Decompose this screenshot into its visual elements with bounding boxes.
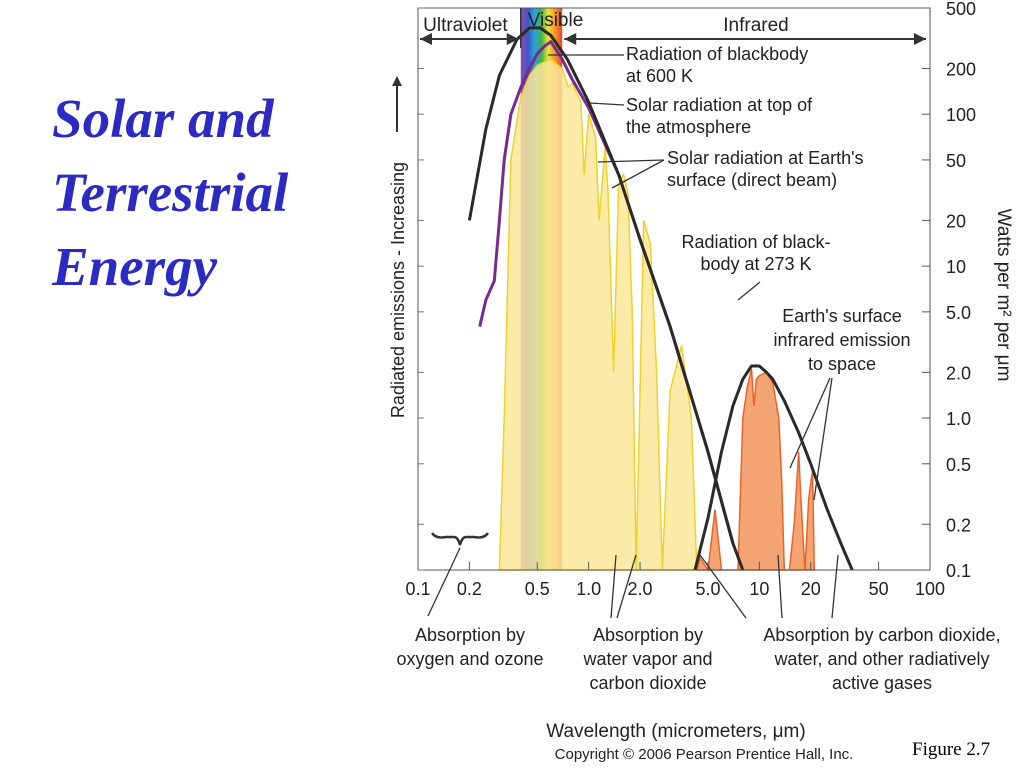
region-label-ultraviolet: Ultraviolet bbox=[423, 15, 508, 36]
slide-title-line: Solar and bbox=[52, 88, 274, 149]
x-tick-label: 20 bbox=[801, 579, 821, 599]
infrared-arrow-head-left bbox=[564, 33, 577, 45]
region-label-infrared: Infrared bbox=[723, 15, 788, 36]
leader-abs-co2-c bbox=[831, 554, 839, 619]
annotation-bb273-line: Radiation of black- bbox=[681, 232, 830, 252]
x-tick-label: 0.1 bbox=[405, 579, 430, 599]
x-tick-label: 50 bbox=[869, 579, 889, 599]
annotation-earth-ir-line: to space bbox=[808, 354, 876, 374]
earth-ir-area bbox=[695, 368, 816, 573]
y-tick-label: 0.2 bbox=[946, 515, 971, 535]
annotation-abs-o3-line: oxygen and ozone bbox=[396, 649, 543, 669]
annotation-abs-o3-line: Absorption by bbox=[415, 625, 525, 645]
annotation-earth-ir-line: Earth's surface bbox=[782, 306, 902, 326]
x-axis-title: Wavelength (micrometers, μm) bbox=[546, 721, 805, 742]
y-tick-label: 2.0 bbox=[946, 363, 971, 383]
ozone-absorption-brace bbox=[430, 532, 490, 546]
leader-earth-ir-b bbox=[813, 377, 833, 501]
x-tick-label: 0.5 bbox=[525, 579, 550, 599]
leader-bb273 bbox=[737, 281, 761, 301]
leader-solar-surface-b bbox=[611, 159, 665, 189]
plot-axes: 500 200 100 50 20 10 5.0 2.0 1.0 0.5 0.2 0.1 0.1 0.2 0… bbox=[388, 0, 1014, 763]
y-tick-label: 10 bbox=[946, 257, 966, 277]
figure-label: Figure 2.7 bbox=[912, 739, 991, 760]
y-axis-title-right: Watts per m² per μm bbox=[993, 209, 1014, 382]
y-tick-label: 200 bbox=[946, 59, 976, 79]
leader-abs-co2-b bbox=[777, 554, 783, 619]
blackbody-600k-line bbox=[467, 26, 745, 571]
infrared-arrow-head-right bbox=[914, 33, 926, 45]
x-tick-label: 5.0 bbox=[695, 579, 720, 599]
x-tick-label: 100 bbox=[915, 579, 945, 599]
ultraviolet-arrow-head-left bbox=[420, 33, 432, 45]
y-axis-increase-arrow-head bbox=[392, 76, 402, 86]
annotation-abs-co2-line: active gases bbox=[832, 673, 932, 693]
annotation-abs-co2-line: water, and other radiatively bbox=[773, 649, 989, 669]
y-axis-title-left: Radiated emissions - Increasing bbox=[388, 162, 408, 418]
annotation-solar-top-line: the atmosphere bbox=[626, 117, 751, 137]
ultraviolet-arrow-head-right bbox=[506, 33, 519, 45]
x-tick-label: 10 bbox=[749, 579, 769, 599]
leader-abs-h2o-b bbox=[616, 554, 637, 619]
y-tick-label: 100 bbox=[946, 105, 976, 125]
slide-title-line: Terrestrial bbox=[52, 162, 289, 223]
blackbody-273k-line bbox=[693, 364, 854, 571]
annotation-solar-surface-line: surface (direct beam) bbox=[667, 170, 837, 190]
leader-abs-h2o-a bbox=[610, 554, 617, 619]
slide-title-line: Energy bbox=[52, 236, 217, 297]
leader-solar-surface-a bbox=[597, 159, 665, 163]
annotation-bb273-line: body at 273 K bbox=[700, 254, 811, 274]
y-tick-label: 20 bbox=[946, 211, 966, 231]
annotation-abs-h2o-line: water vapor and bbox=[582, 649, 712, 669]
y-tick-label: 0.5 bbox=[946, 455, 971, 475]
annotation-solar-top-line: Solar radiation at top of bbox=[626, 95, 813, 115]
region-label-visible: Visible bbox=[528, 10, 584, 31]
annotation-abs-h2o-line: Absorption by bbox=[593, 625, 703, 645]
annotation-bb600-line: Radiation of blackbody bbox=[626, 44, 808, 64]
annotation-earth-ir-line: infrared emission bbox=[773, 330, 910, 350]
y-tick-label: 500 bbox=[946, 0, 976, 19]
plot-series bbox=[467, 26, 854, 573]
solar-surface-area bbox=[498, 58, 698, 571]
y-tick-label: 1.0 bbox=[946, 409, 971, 429]
x-tick-label: 0.2 bbox=[457, 579, 482, 599]
y-tick-label: 50 bbox=[946, 151, 966, 171]
annotation-abs-h2o-line: carbon dioxide bbox=[589, 673, 706, 693]
annotation-abs-co2-line: Absorption by carbon dioxide, bbox=[763, 625, 1000, 645]
annotation-solar-surface-line: Solar radiation at Earth's bbox=[667, 148, 864, 168]
leader-abs-co2-a bbox=[699, 554, 747, 619]
leader-abs-o3 bbox=[427, 547, 461, 617]
leader-earth-ir-a bbox=[789, 377, 831, 469]
plot-frame bbox=[417, 7, 931, 571]
x-tick-label: 1.0 bbox=[576, 579, 601, 599]
leader-solar-top bbox=[589, 102, 625, 106]
slide-title: Solar and Terrestrial Energy bbox=[52, 82, 352, 304]
x-tick-label: 2.0 bbox=[628, 579, 653, 599]
copyright-text: Copyright © 2006 Pearson Prentice Hall, … bbox=[555, 746, 854, 763]
y-tick-label: 0.1 bbox=[946, 561, 971, 581]
y-tick-label: 5.0 bbox=[946, 303, 971, 323]
annotation-bb600-line: at 600 K bbox=[626, 66, 693, 86]
